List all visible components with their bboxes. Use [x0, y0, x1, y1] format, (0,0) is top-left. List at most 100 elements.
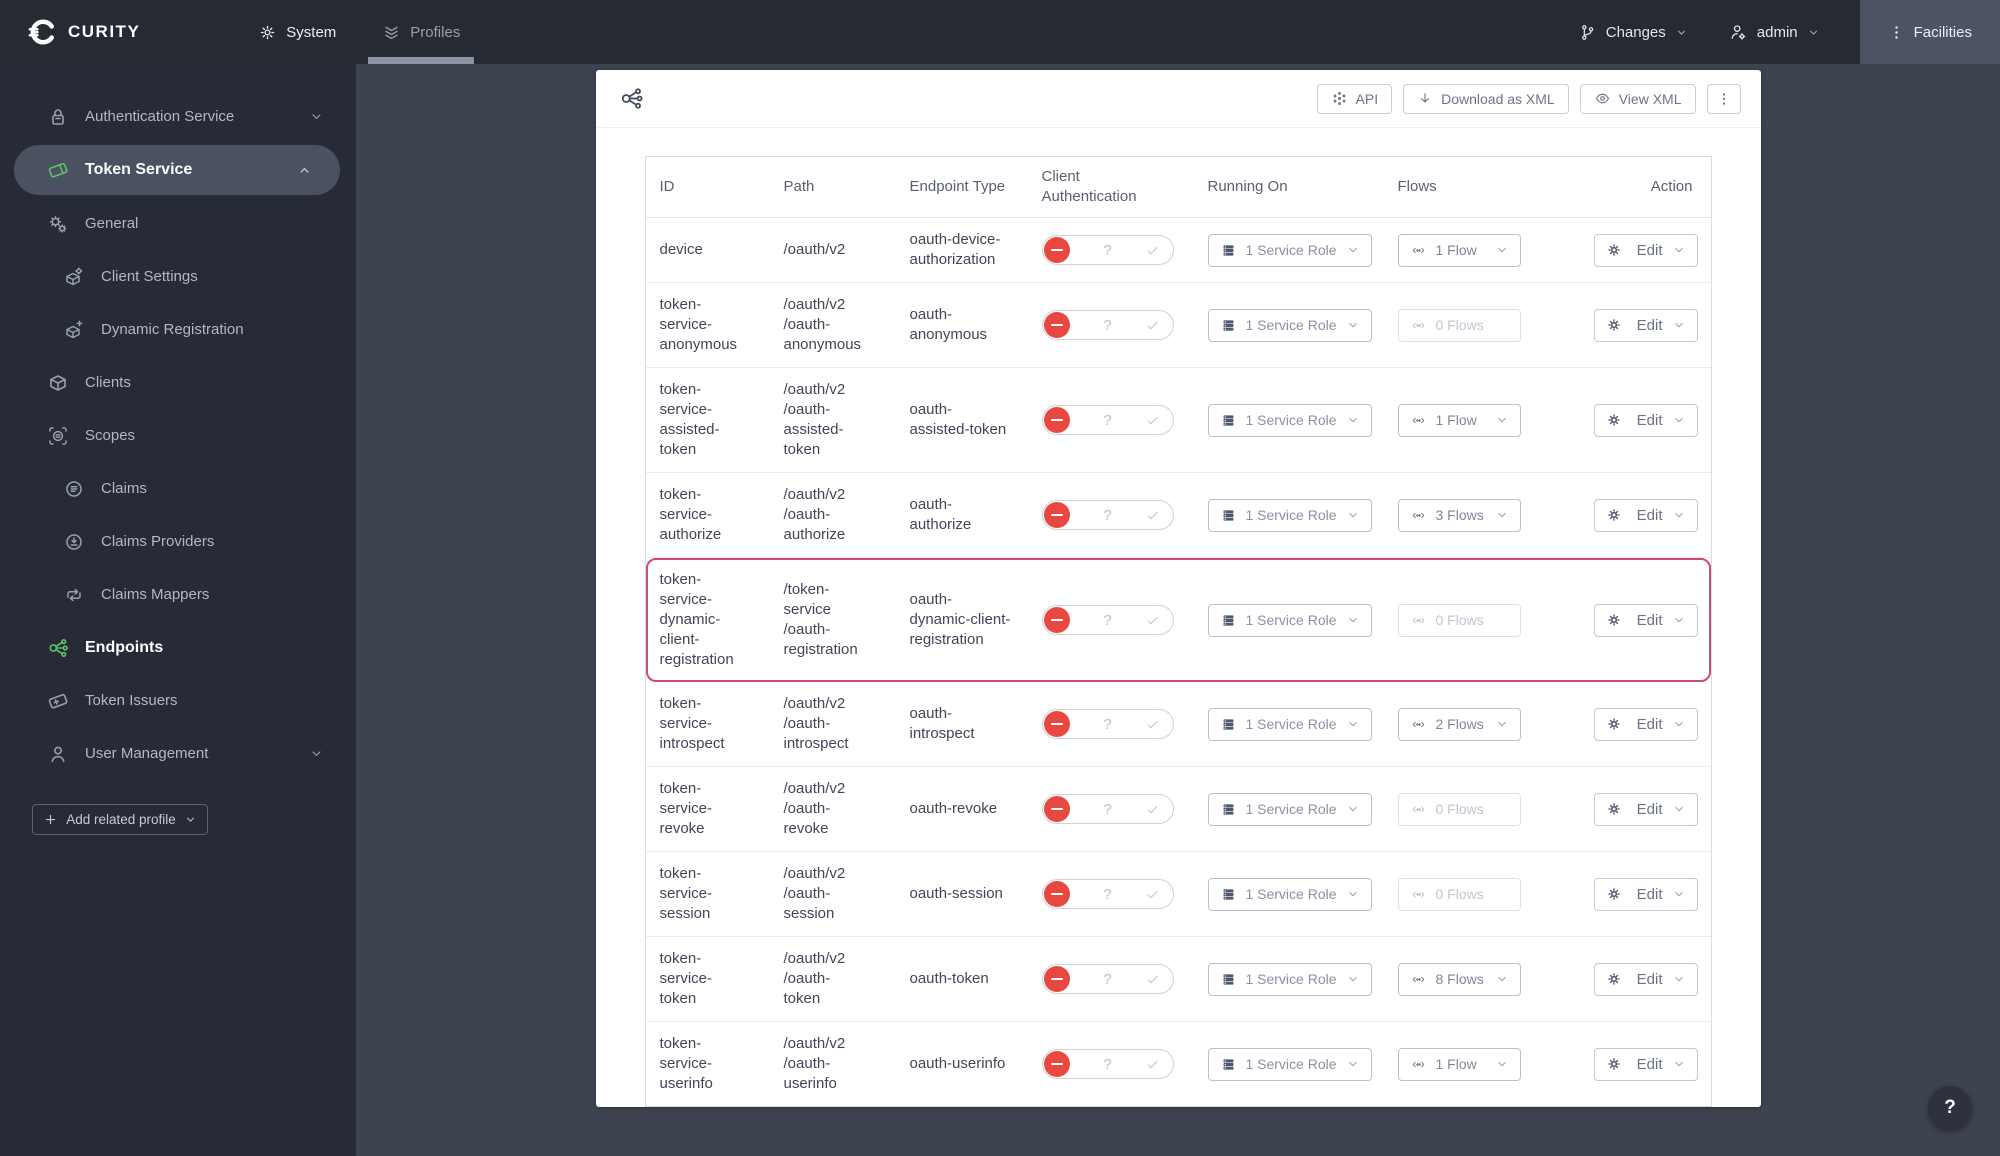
- client-auth-optional-option[interactable]: ?: [1103, 885, 1112, 903]
- running-on-dropdown[interactable]: 1 Service Role: [1207, 877, 1372, 911]
- sidebar-item-general[interactable]: General: [0, 197, 356, 250]
- client-auth-toggle[interactable]: ?: [1041, 709, 1174, 739]
- edit-button[interactable]: Edit: [1593, 498, 1698, 532]
- client-auth-toggle[interactable]: ?: [1041, 964, 1174, 994]
- sidebar-item-claims-mappers[interactable]: Claims Mappers: [0, 568, 356, 621]
- flows-dropdown[interactable]: 8 Flows: [1397, 962, 1521, 996]
- flows-dropdown[interactable]: 0 Flows: [1397, 308, 1521, 342]
- client-auth-off-option[interactable]: [1043, 407, 1070, 433]
- running-on-dropdown[interactable]: 1 Service Role: [1207, 707, 1372, 741]
- help-label: ?: [1944, 1097, 1956, 1118]
- client-auth-off-option[interactable]: [1043, 711, 1070, 737]
- edit-button[interactable]: Edit: [1593, 707, 1698, 741]
- client-auth-off-option[interactable]: [1043, 881, 1070, 907]
- sidebar-item-claims-providers[interactable]: Claims Providers: [0, 515, 356, 568]
- flows-dropdown[interactable]: 3 Flows: [1397, 498, 1521, 532]
- client-auth-toggle[interactable]: ?: [1041, 605, 1174, 635]
- client-auth-on-option[interactable]: [1145, 613, 1160, 628]
- client-auth-toggle[interactable]: ?: [1041, 310, 1174, 340]
- endpoint-id: token-service-anonymous: [659, 296, 738, 353]
- edit-button[interactable]: Edit: [1593, 308, 1698, 342]
- client-auth-on-option[interactable]: [1145, 972, 1160, 987]
- client-auth-off-option[interactable]: [1043, 1051, 1070, 1077]
- client-auth-on-option[interactable]: [1145, 887, 1160, 902]
- client-auth-on-option[interactable]: [1145, 243, 1160, 258]
- changes-menu[interactable]: Changes: [1578, 23, 1688, 42]
- sidebar-item-user-management[interactable]: User Management: [0, 727, 356, 780]
- client-auth-toggle[interactable]: ?: [1041, 235, 1174, 265]
- client-auth-toggle[interactable]: ?: [1041, 1049, 1174, 1079]
- client-auth-optional-option[interactable]: ?: [1103, 970, 1112, 988]
- client-auth-toggle[interactable]: ?: [1041, 879, 1174, 909]
- tab-profiles[interactable]: Profiles: [368, 0, 475, 64]
- sidebar-item-client-settings[interactable]: Client Settings: [0, 250, 356, 303]
- client-auth-optional-option[interactable]: ?: [1103, 1055, 1112, 1073]
- edit-button[interactable]: Edit: [1593, 962, 1698, 996]
- running-on-dropdown[interactable]: 1 Service Role: [1207, 603, 1372, 637]
- client-auth-on-option[interactable]: [1145, 802, 1160, 817]
- client-auth-optional-option[interactable]: ?: [1103, 800, 1112, 818]
- running-on-dropdown[interactable]: 1 Service Role: [1207, 308, 1372, 342]
- flows-dropdown[interactable]: 1 Flow: [1397, 1047, 1521, 1081]
- edit-button[interactable]: Edit: [1593, 603, 1698, 637]
- client-auth-off-option[interactable]: [1043, 796, 1070, 822]
- running-on-dropdown[interactable]: 1 Service Role: [1207, 962, 1372, 996]
- running-on-value: 1 Service Role: [1245, 507, 1337, 523]
- minus-icon: [1050, 618, 1063, 622]
- running-on-dropdown[interactable]: 1 Service Role: [1207, 792, 1372, 826]
- sidebar-item-endpoints[interactable]: Endpoints: [0, 621, 356, 674]
- flows-dropdown[interactable]: 1 Flow: [1397, 233, 1521, 267]
- running-on-dropdown[interactable]: 1 Service Role: [1207, 233, 1372, 267]
- client-auth-off-option[interactable]: [1043, 502, 1070, 528]
- flows-dropdown[interactable]: 0 Flows: [1397, 603, 1521, 637]
- edit-button[interactable]: Edit: [1593, 1047, 1698, 1081]
- client-auth-optional-option[interactable]: ?: [1103, 241, 1112, 259]
- user-menu[interactable]: admin: [1728, 22, 1820, 42]
- sidebar-item-clients[interactable]: Clients: [0, 356, 356, 409]
- client-auth-toggle[interactable]: ?: [1041, 405, 1174, 435]
- edit-button[interactable]: Edit: [1593, 233, 1698, 267]
- client-auth-optional-option[interactable]: ?: [1103, 506, 1112, 524]
- client-auth-toggle[interactable]: ?: [1041, 500, 1174, 530]
- sidebar-item-dynamic-registration[interactable]: Dynamic Registration: [0, 303, 356, 356]
- client-auth-optional-option[interactable]: ?: [1103, 715, 1112, 733]
- edit-button[interactable]: Edit: [1593, 403, 1698, 437]
- client-auth-off-option[interactable]: [1043, 237, 1070, 263]
- client-auth-on-option[interactable]: [1145, 318, 1160, 333]
- client-auth-off-option[interactable]: [1043, 966, 1070, 992]
- flows-dropdown[interactable]: 2 Flows: [1397, 707, 1521, 741]
- client-auth-optional-option[interactable]: ?: [1103, 611, 1112, 629]
- add-related-profile-button[interactable]: Add related profile: [32, 804, 208, 835]
- more-options-button[interactable]: [1706, 83, 1741, 114]
- client-auth-on-option[interactable]: [1145, 717, 1160, 732]
- api-button[interactable]: API: [1316, 83, 1393, 114]
- sidebar-item-scopes[interactable]: Scopes: [0, 409, 356, 462]
- edit-button[interactable]: Edit: [1593, 877, 1698, 911]
- edit-button[interactable]: Edit: [1593, 792, 1698, 826]
- sidebar-item-authentication-service[interactable]: Authentication Service: [0, 90, 356, 143]
- download-xml-button[interactable]: Download as XML: [1403, 83, 1569, 114]
- facilities-button[interactable]: Facilities: [1859, 0, 2000, 64]
- running-on-dropdown[interactable]: 1 Service Role: [1207, 498, 1372, 532]
- flows-dropdown[interactable]: 0 Flows: [1397, 792, 1521, 826]
- client-auth-optional-option[interactable]: ?: [1103, 316, 1112, 334]
- client-auth-off-option[interactable]: [1043, 607, 1070, 633]
- client-auth-on-option[interactable]: [1145, 508, 1160, 523]
- sidebar-item-claims[interactable]: Claims: [0, 462, 356, 515]
- tab-system[interactable]: System: [258, 0, 336, 64]
- sidebar-item-token-issuers[interactable]: Token Issuers: [0, 674, 356, 727]
- flows-dropdown[interactable]: 1 Flow: [1397, 403, 1521, 437]
- client-auth-off-option[interactable]: [1043, 312, 1070, 338]
- running-on-dropdown[interactable]: 1 Service Role: [1207, 1047, 1372, 1081]
- view-xml-button[interactable]: View XML: [1579, 83, 1696, 114]
- client-auth-toggle[interactable]: ?: [1041, 794, 1174, 824]
- client-auth-optional-option[interactable]: ?: [1103, 411, 1112, 429]
- running-on-dropdown[interactable]: 1 Service Role: [1207, 403, 1372, 437]
- curity-logo[interactable]: CURITY: [0, 17, 140, 47]
- sidebar-item-token-service[interactable]: Token Service: [14, 145, 340, 195]
- running-on-value: 1 Service Role: [1245, 612, 1337, 628]
- client-auth-on-option[interactable]: [1145, 413, 1160, 428]
- client-auth-on-option[interactable]: [1145, 1057, 1160, 1072]
- help-button[interactable]: ?: [1928, 1086, 1972, 1130]
- flows-dropdown[interactable]: 0 Flows: [1397, 877, 1521, 911]
